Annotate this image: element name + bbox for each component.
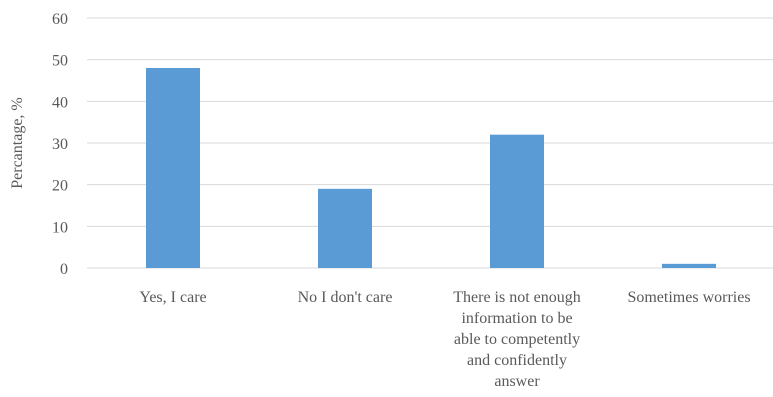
y-tick-label: 60 (52, 11, 68, 28)
y-tick-label: 50 (52, 53, 68, 70)
y-axis-title: Percantage, % (9, 97, 26, 189)
category-label-not-enough-information: There is not enough information to be able… (453, 289, 581, 390)
gridlines (87, 17, 773, 269)
bars (146, 68, 716, 268)
bar-not-enough-information (490, 134, 544, 268)
bar-yes-i-care (146, 68, 200, 268)
category-label-sometimes-worries: Sometimes worries (627, 289, 750, 306)
category-label-no-i-dont-care: No I don't care (298, 289, 393, 306)
x-axis-categories: Yes, I care No I don't care There is not e… (139, 289, 750, 390)
category-label-yes-i-care: Yes, I care (139, 289, 206, 306)
bar-sometimes-worries (662, 263, 716, 268)
y-tick-label: 20 (52, 178, 68, 195)
bar-no-i-dont-care (318, 188, 372, 268)
y-tick-label: 0 (60, 261, 68, 278)
y-tick-label: 10 (52, 219, 68, 236)
y-tick-label: 40 (52, 94, 68, 111)
y-tick-label: 30 (52, 136, 68, 153)
y-axis-ticks: 0 10 20 30 40 50 60 (52, 11, 68, 278)
